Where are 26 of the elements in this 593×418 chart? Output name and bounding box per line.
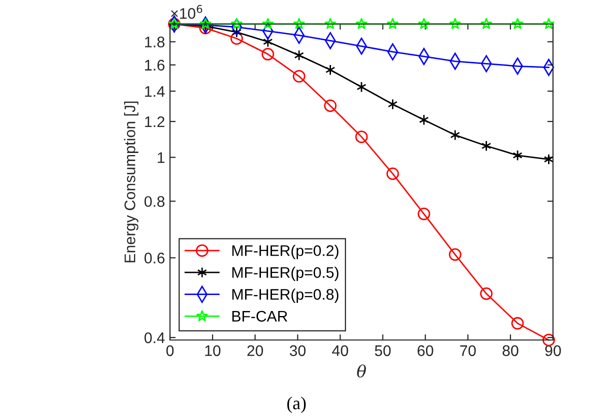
x-axis-title: θ — [357, 364, 366, 378]
x-tick-label: 40 — [332, 345, 348, 356]
y-tick-label: 1.2 — [145, 116, 164, 128]
y-tick-label: 0.6 — [144, 252, 164, 264]
x-tick-label: 70 — [460, 345, 476, 356]
legend-label: MF-HER(p=0.2) — [232, 244, 338, 260]
y-tick-label: 0.8 — [144, 196, 164, 207]
y-tick-label: 1.4 — [145, 86, 165, 97]
y-tick-label: 0.4 — [144, 332, 165, 344]
text: ×10$^{6}$ — [171, 4, 202, 19]
x-tick-label: 0 — [166, 345, 174, 356]
x-tick-label: 50 — [374, 345, 391, 356]
x-tick-label: 20 — [247, 345, 264, 356]
legend-label: MF-HER(p=0.5) — [232, 266, 338, 281]
x-tick-label: 90 — [545, 345, 561, 356]
x-tick-label: 10 — [205, 345, 220, 356]
legend-label: MF-HER(p=0.8) — [232, 288, 338, 303]
y-tick-label: 1.8 — [145, 36, 164, 48]
x-tick-label: 60 — [418, 345, 434, 356]
x-tick-label: 80 — [502, 345, 518, 356]
y-tick-label: 1 — [158, 152, 164, 163]
y-tick-label: 1.6 — [145, 60, 164, 71]
text: (a) — [287, 396, 306, 413]
legend-label: BF-CAR — [232, 310, 288, 322]
y-axis-title: Energy Consumption [J] — [124, 102, 138, 262]
x-tick-label: 30 — [290, 345, 306, 356]
